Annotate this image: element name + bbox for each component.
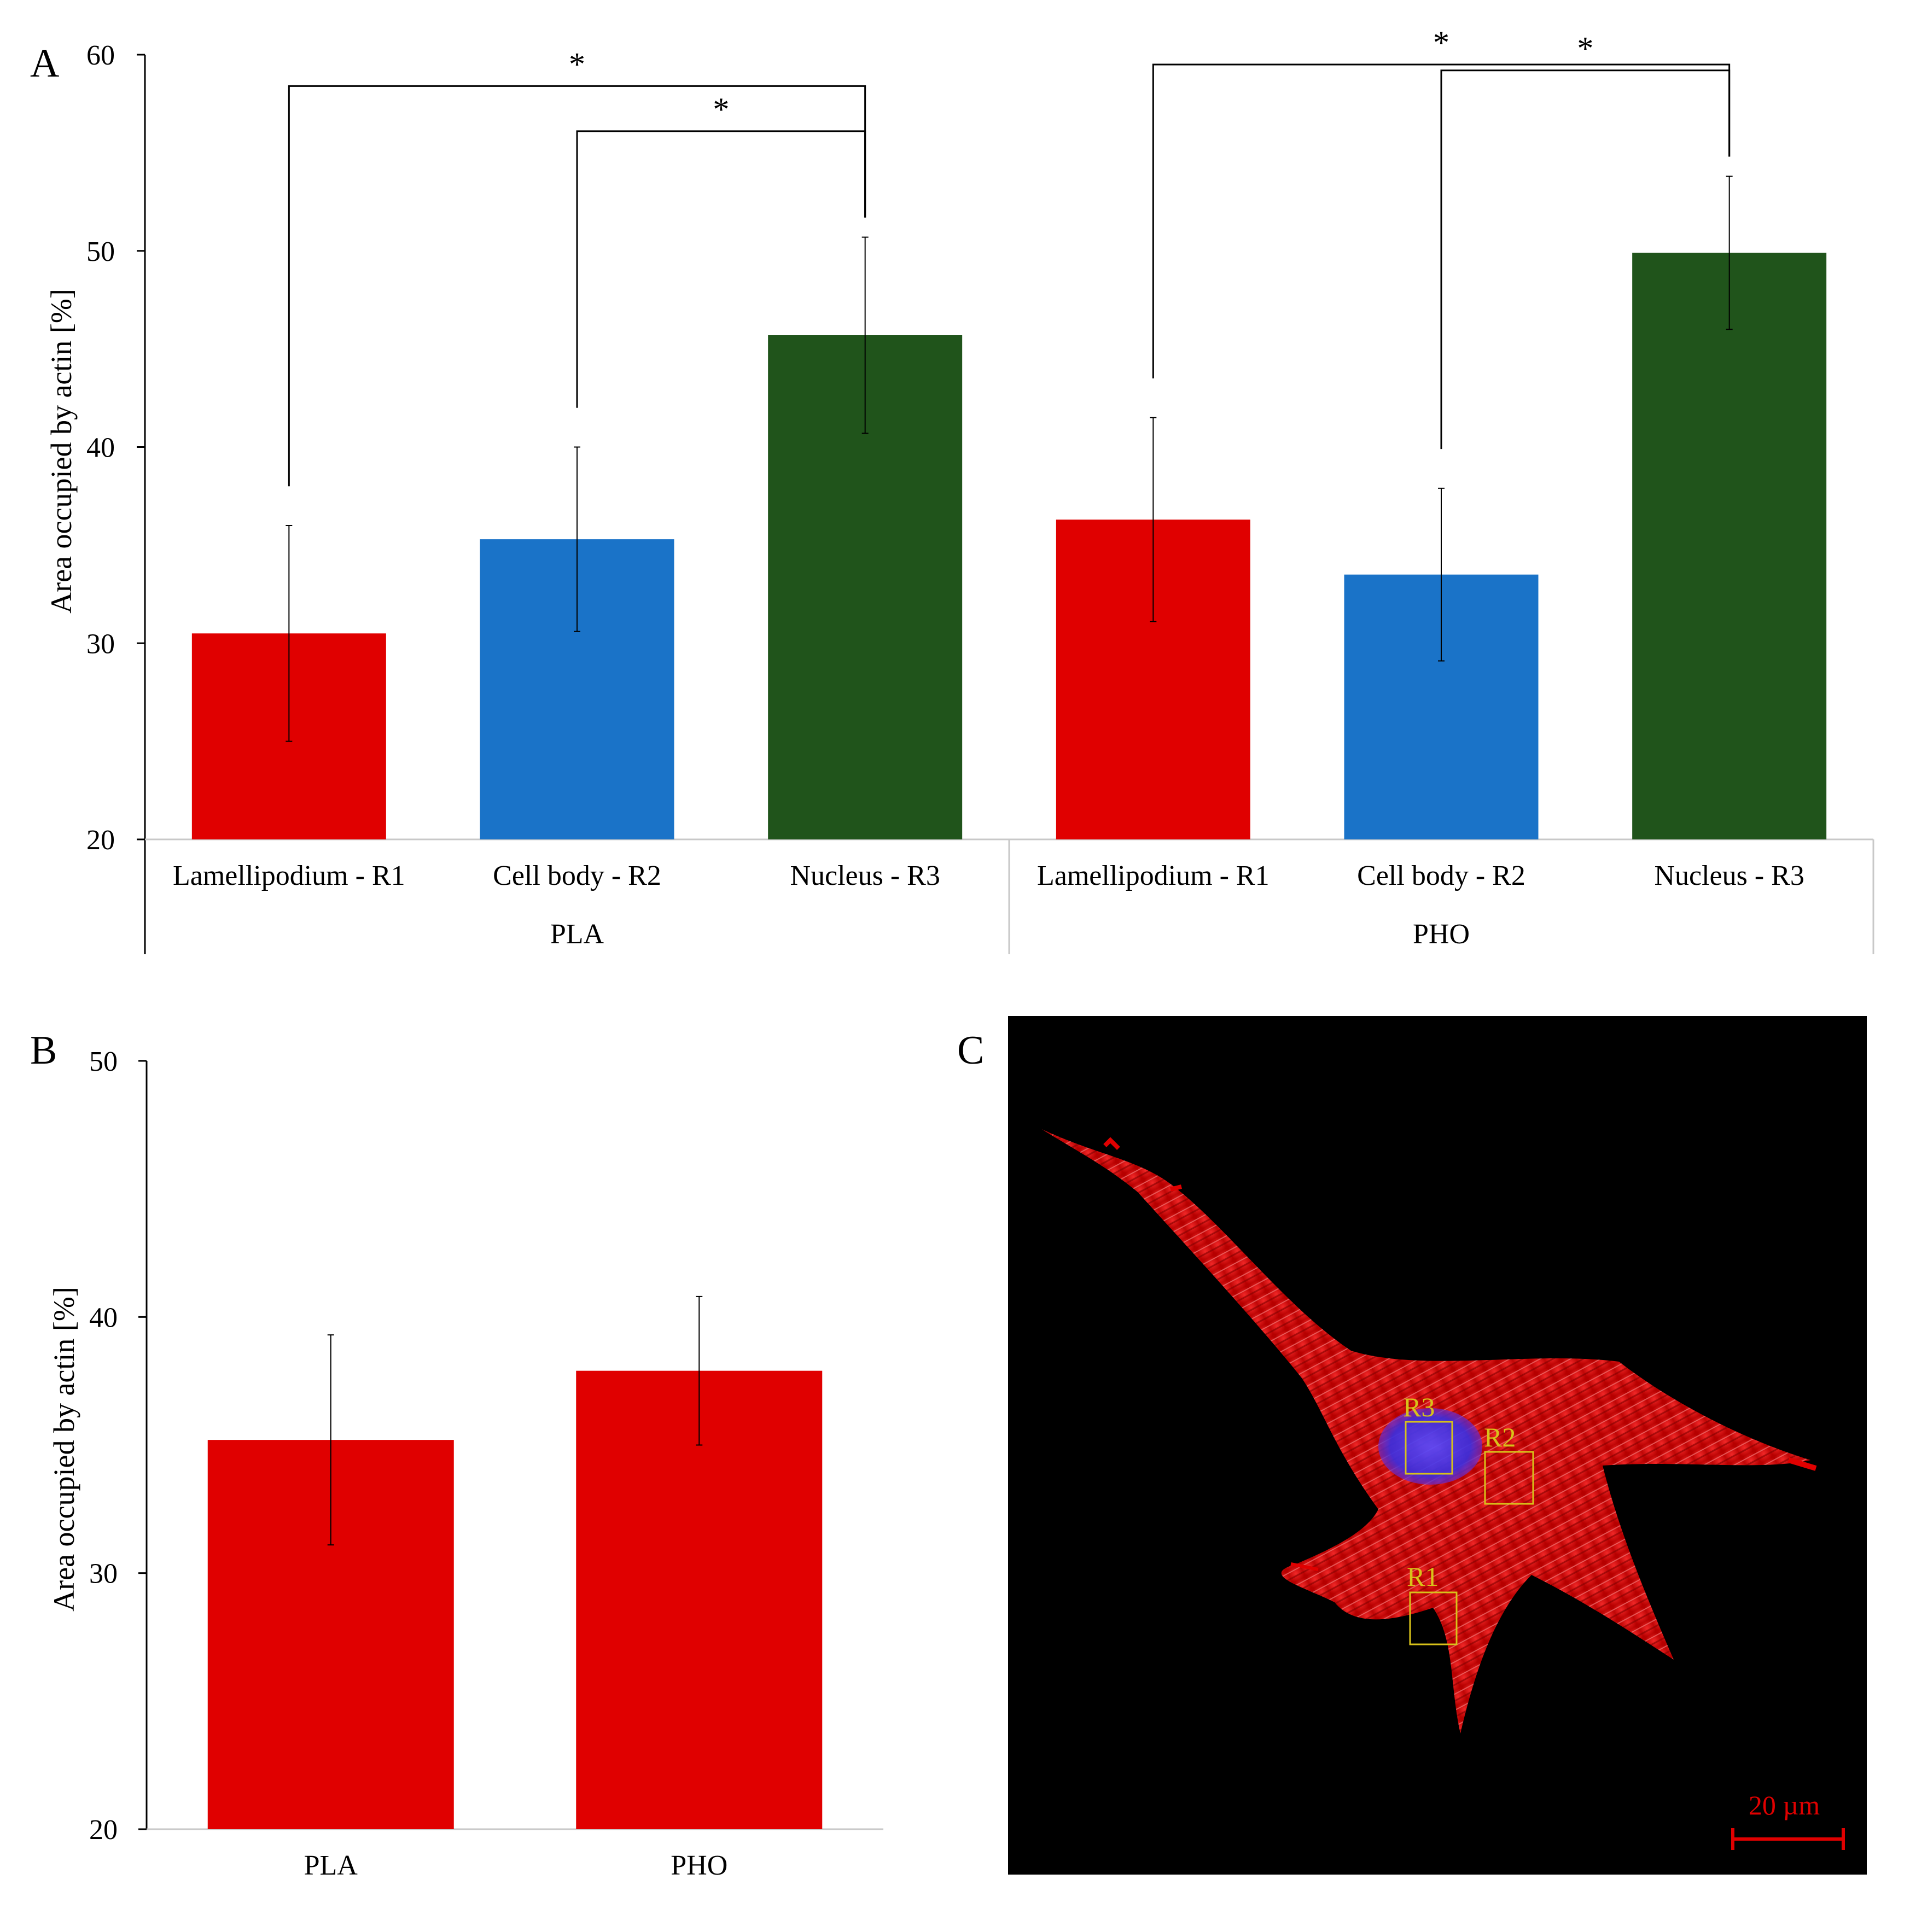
chart-a: A Area occupied by actin [%] * * * * 20 30 40… xyxy=(30,25,1874,954)
micrograph-panel: C R3 R2 R1 20 µm xyxy=(957,1016,1867,1875)
panel-label-b: B xyxy=(30,1028,57,1073)
chart-a-ytick-label-30: 30 xyxy=(86,628,115,659)
chart-a-xtick-label-cell-body-r2: Cell body - R2 xyxy=(493,860,661,891)
roi-label-r2: R2 xyxy=(1484,1422,1516,1452)
panel-label-a: A xyxy=(30,41,59,86)
significance-bracket-pla-2 xyxy=(576,130,866,408)
significance-star-pla-1: * xyxy=(569,46,585,82)
chart-b-xtick-label-pho: PHO xyxy=(671,1850,727,1881)
chart-b-ylabel: Area occupied by actin [%] xyxy=(48,1287,80,1612)
chart-a-xtick-label-cell-body-r2: Cell body - R2 xyxy=(1357,860,1525,891)
chart-a-ylabel: Area occupied by actin [%] xyxy=(45,289,78,614)
significance-star-pho-2: * xyxy=(1577,31,1593,67)
chart-a-ytick-label-40: 40 xyxy=(86,433,115,464)
chart-a-ytick-label-20: 20 xyxy=(86,825,115,856)
roi-label-r3: R3 xyxy=(1403,1392,1435,1422)
significance-star-pho-1: * xyxy=(1433,25,1449,61)
roi-label-r1: R1 xyxy=(1407,1561,1439,1592)
chart-a-group-label-pla: PLA xyxy=(550,919,604,950)
chart-a-xtick-label-nucleus-r3: Nucleus - R3 xyxy=(790,860,940,891)
filopodium xyxy=(1170,1184,1182,1192)
chart-b-ytick-label-40: 40 xyxy=(89,1302,118,1333)
roi-box-r2 xyxy=(1484,1451,1534,1505)
filopodium xyxy=(1290,1562,1319,1571)
roi-box-r3 xyxy=(1405,1421,1453,1475)
roi-box-r1 xyxy=(1409,1591,1458,1645)
chart-a-group-label-pho: PHO xyxy=(1413,919,1470,950)
chart-b-ytick-label-50: 50 xyxy=(89,1046,118,1077)
significance-bracket-pho-2 xyxy=(1440,69,1731,450)
nucleus xyxy=(1378,1408,1482,1485)
chart-a-ytick-label-50: 50 xyxy=(86,236,115,267)
chart-b: B Area occupied by actin [%] 20 30 40 50 PLA… xyxy=(30,1028,883,1881)
filopodium xyxy=(1103,1137,1120,1150)
bar-b-pho xyxy=(576,1370,823,1829)
chart-b-ytick-label-30: 30 xyxy=(89,1559,118,1590)
scale-bar-label: 20 µm xyxy=(1749,1790,1820,1820)
chart-a-xtick-label-lamellipodium-r1: Lamellipodium - R1 xyxy=(1037,860,1270,891)
significance-star-pla-2: * xyxy=(713,91,729,127)
chart-b-xtick-label-pla: PLA xyxy=(304,1850,358,1881)
panel-label-c: C xyxy=(957,1028,984,1073)
chart-a-xtick-label-nucleus-r3: Nucleus - R3 xyxy=(1654,860,1804,891)
chart-a-xtick-label-lamellipodium-r1: Lamellipodium - R1 xyxy=(173,860,405,891)
chart-a-ytick-label-60: 60 xyxy=(86,40,115,71)
chart-b-ytick-label-20: 20 xyxy=(89,1814,118,1846)
bar-pho-nucleus-r3 xyxy=(1632,253,1827,839)
filopodium xyxy=(1787,1457,1817,1471)
